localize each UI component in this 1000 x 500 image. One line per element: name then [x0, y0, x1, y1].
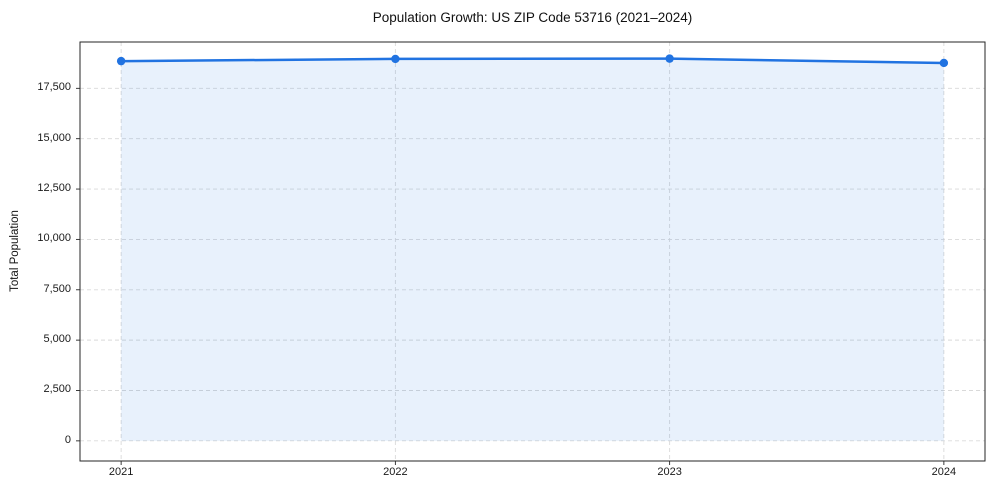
y-axis-tick-label: 0 [64, 433, 71, 446]
y-axis-tick-label: 2,500 [43, 383, 71, 396]
area-fill [121, 58, 944, 441]
y-axis-tick-label: 12,500 [37, 182, 71, 195]
data-point-marker [939, 58, 949, 68]
y-axis-tick-label: 15,000 [37, 131, 71, 144]
series-line [119, 57, 946, 65]
x-axis-tick-label: 2023 [657, 466, 682, 478]
x-axis-tick-label: 2022 [383, 466, 408, 478]
plot-border [79, 41, 986, 462]
chart-title: Population Growth: US ZIP Code 53716 (20… [372, 10, 693, 25]
y-axis-tick-label: 7,500 [43, 282, 71, 295]
y-axis-tick-label: 17,500 [37, 81, 71, 94]
y-axis-tick-label: 10,000 [37, 232, 71, 245]
data-point-marker [116, 56, 126, 66]
data-point-marker [665, 54, 674, 63]
x-axis-tick-label: 2021 [108, 466, 134, 478]
y-axis-label: Total Population [9, 210, 21, 292]
x-axis-tick-label: 2024 [931, 466, 957, 478]
y-axis-tick-label: 5,000 [43, 333, 71, 346]
data-point-marker [391, 54, 400, 64]
